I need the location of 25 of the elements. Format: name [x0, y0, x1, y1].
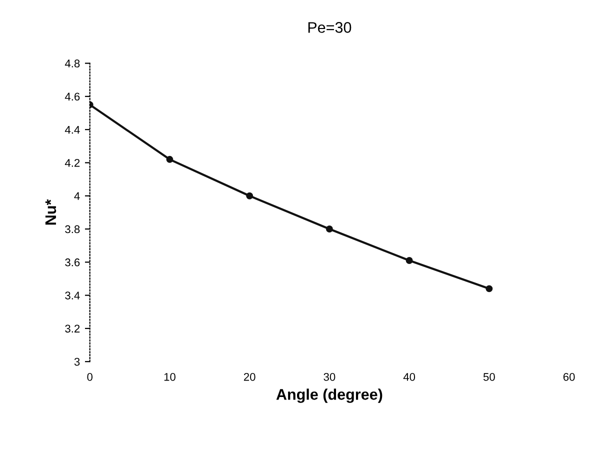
point	[246, 192, 254, 200]
y-tick-label: 4.8	[64, 60, 80, 68]
chart-title: Pe=30	[308, 22, 352, 33]
point	[486, 285, 493, 292]
x-tick-label: 50	[483, 373, 495, 381]
point	[406, 257, 413, 264]
y-tick-label: 3.6	[65, 258, 80, 266]
y-tick-label: 4	[74, 192, 80, 200]
y-tick-label: 3	[74, 358, 80, 366]
x-tick-label: 20	[244, 373, 256, 381]
x-tick-label: 10	[164, 373, 176, 381]
x-tick-label: 40	[403, 373, 416, 381]
y-tick-label: 3.4	[65, 292, 80, 300]
y-tick-label: 4.4	[64, 126, 80, 134]
x-tick-label: 60	[563, 373, 575, 381]
y-axis-title: Nu*	[45, 199, 56, 225]
y-tick-label: 3.2	[65, 324, 80, 333]
y-tick-label: 4.2	[64, 158, 80, 167]
y-tick-label: 3.8	[65, 225, 80, 234]
point	[326, 226, 333, 232]
point	[166, 156, 174, 163]
x-axis-title: Angle (degree)	[276, 388, 382, 403]
y-tick-label: 4.6	[64, 92, 80, 101]
x-tick-label: 0	[87, 373, 93, 381]
x-tick-label: 30	[324, 373, 336, 381]
